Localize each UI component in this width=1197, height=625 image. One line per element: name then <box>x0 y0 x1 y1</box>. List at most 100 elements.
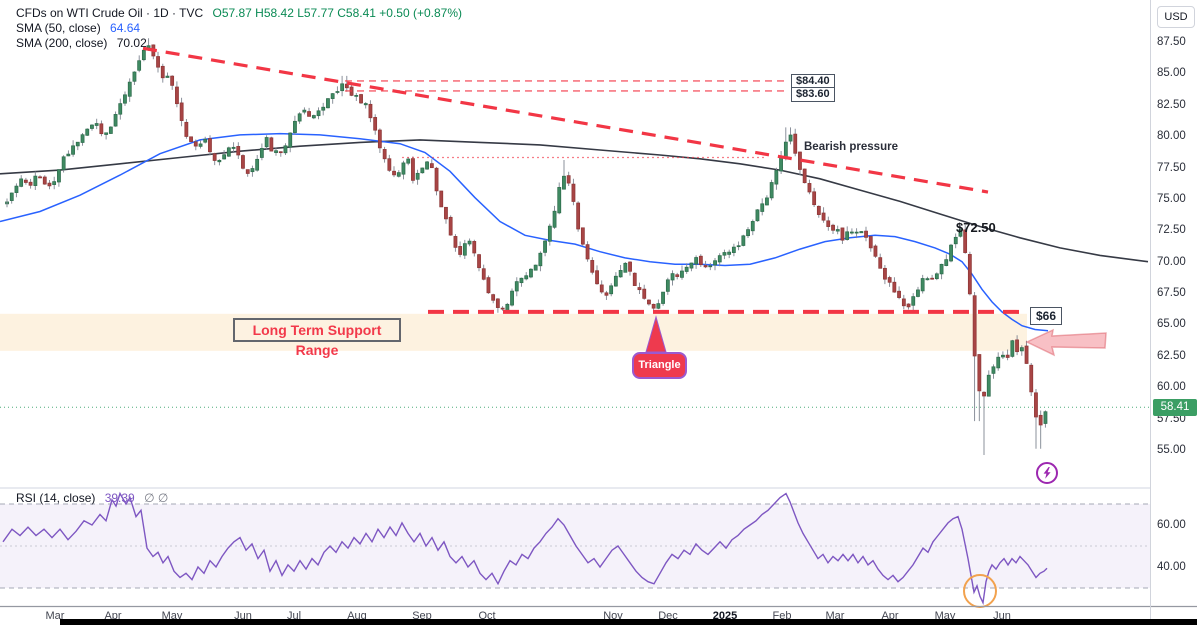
sma50-legend-row[interactable]: SMA (50, close) 64.64 <box>16 21 146 35</box>
price-tick[interactable]: 62.50 <box>1157 349 1186 362</box>
resistance-label-8360[interactable]: $83.60 <box>791 87 835 102</box>
candle-up <box>90 124 94 129</box>
candle-up <box>613 275 618 287</box>
bearish-pressure-note[interactable]: Bearish pressure <box>804 141 898 153</box>
price-tick[interactable]: 77.50 <box>1157 161 1186 174</box>
rsi-tick[interactable]: 60.00 <box>1157 519 1186 531</box>
candle-down <box>967 254 972 295</box>
candle-up <box>217 159 222 163</box>
candle-up <box>259 148 264 158</box>
candle-up <box>401 162 406 175</box>
candle-up <box>1001 354 1005 358</box>
candle-up <box>71 145 75 155</box>
candle-up <box>226 147 231 157</box>
candle-down <box>595 270 599 285</box>
symbol-title[interactable]: CFDs on WTI Crude Oil · 1D · TVC <box>16 6 204 20</box>
candle-up <box>510 290 514 306</box>
candle-down <box>42 176 47 185</box>
price-tick[interactable]: 55.00 <box>1157 444 1186 456</box>
price-tick[interactable]: 82.50 <box>1157 98 1186 111</box>
currency-button[interactable]: USD <box>1157 6 1195 28</box>
price-tick[interactable]: 67.50 <box>1157 287 1186 300</box>
price-tick[interactable]: 85.00 <box>1157 67 1186 80</box>
price-tick[interactable]: 80.00 <box>1157 130 1186 143</box>
candle-up <box>986 374 991 397</box>
candle-down <box>208 138 212 153</box>
level-label-66[interactable]: $66 <box>1030 307 1063 325</box>
candle-up <box>949 244 953 262</box>
candle-up <box>670 273 675 281</box>
candle-down <box>344 83 349 89</box>
candle-down <box>23 179 28 183</box>
price-tick[interactable]: 60.00 <box>1157 381 1186 394</box>
candle-up <box>835 229 840 232</box>
candle-up <box>9 192 14 201</box>
sma200-legend-row[interactable]: SMA (200, close) 70.02 <box>16 36 153 50</box>
rsi-label[interactable]: RSI (14, close) <box>16 491 96 505</box>
rsi-legend-row[interactable]: RSI (14, close) 39.39 ∅ ∅ <box>16 491 174 505</box>
candle-up <box>1019 347 1024 352</box>
price-tick[interactable]: 75.00 <box>1157 192 1186 205</box>
candle-down <box>453 236 458 248</box>
candle-down <box>930 277 935 280</box>
candle-up <box>736 245 741 248</box>
flash-action-button[interactable] <box>1036 462 1058 484</box>
candle-up <box>944 259 949 266</box>
sma200-label[interactable]: SMA (200, close) <box>16 36 108 50</box>
candle-up <box>203 138 208 143</box>
candle-up <box>316 110 321 117</box>
candle-down <box>977 354 982 392</box>
rsi-tick[interactable]: 40.00 <box>1157 561 1186 573</box>
rsi-value: 39.39 <box>104 491 135 505</box>
price-tick[interactable]: 70.00 <box>1157 255 1186 268</box>
candle-down <box>826 220 831 227</box>
price-tick[interactable]: 87.50 <box>1157 36 1186 48</box>
candle-down <box>477 254 481 269</box>
candle-up <box>425 161 429 170</box>
candle-down <box>495 298 500 308</box>
candle-up <box>132 71 137 82</box>
candle-up <box>552 210 557 228</box>
support-range-label[interactable]: Long Term Support Range <box>233 318 401 358</box>
symbol-legend-row[interactable]: CFDs on WTI Crude Oil · 1D · TVC O57.87 … <box>16 6 468 20</box>
price-tick[interactable]: 72.50 <box>1157 224 1186 237</box>
bottom-taskbar <box>60 619 1197 625</box>
candle-up <box>52 181 57 185</box>
time-axis-label[interactable]: Mar <box>45 610 65 622</box>
candle-down <box>590 260 595 273</box>
candle-down <box>175 86 179 105</box>
candle-down <box>1005 354 1010 358</box>
sma50-label[interactable]: SMA (50, close) <box>16 21 101 35</box>
candle-down <box>411 158 415 181</box>
candle-down <box>156 56 160 68</box>
candle-up <box>618 270 623 278</box>
resistance-label-8440[interactable]: $84.40 <box>791 74 835 89</box>
candle-up <box>297 113 302 122</box>
candle-down <box>901 298 906 307</box>
candle-down <box>434 167 439 192</box>
candle-up <box>859 231 864 234</box>
candle-up <box>680 270 684 278</box>
candle-down <box>47 182 52 187</box>
candle-up <box>406 158 411 164</box>
candle-up <box>538 252 543 267</box>
candle-up <box>420 167 425 174</box>
candle-up <box>750 221 755 232</box>
candle-down <box>906 303 911 308</box>
candle-up <box>326 98 330 109</box>
candle-up <box>137 60 142 71</box>
candle-up <box>911 296 916 306</box>
candle-down <box>566 175 571 184</box>
level-label-7250[interactable]: $72.50 <box>956 220 996 235</box>
rsi-hidden-values: ∅ ∅ <box>144 491 169 505</box>
candle-down <box>1038 414 1043 426</box>
pink-arrow <box>1025 328 1107 357</box>
candle-down <box>184 121 189 137</box>
candle-up <box>783 141 788 158</box>
candle-down <box>278 151 283 154</box>
support-zone-band <box>0 313 1027 351</box>
price-tick[interactable]: 65.00 <box>1157 318 1186 331</box>
candle-down <box>500 307 505 310</box>
triangle-callout[interactable]: Triangle <box>632 352 687 379</box>
